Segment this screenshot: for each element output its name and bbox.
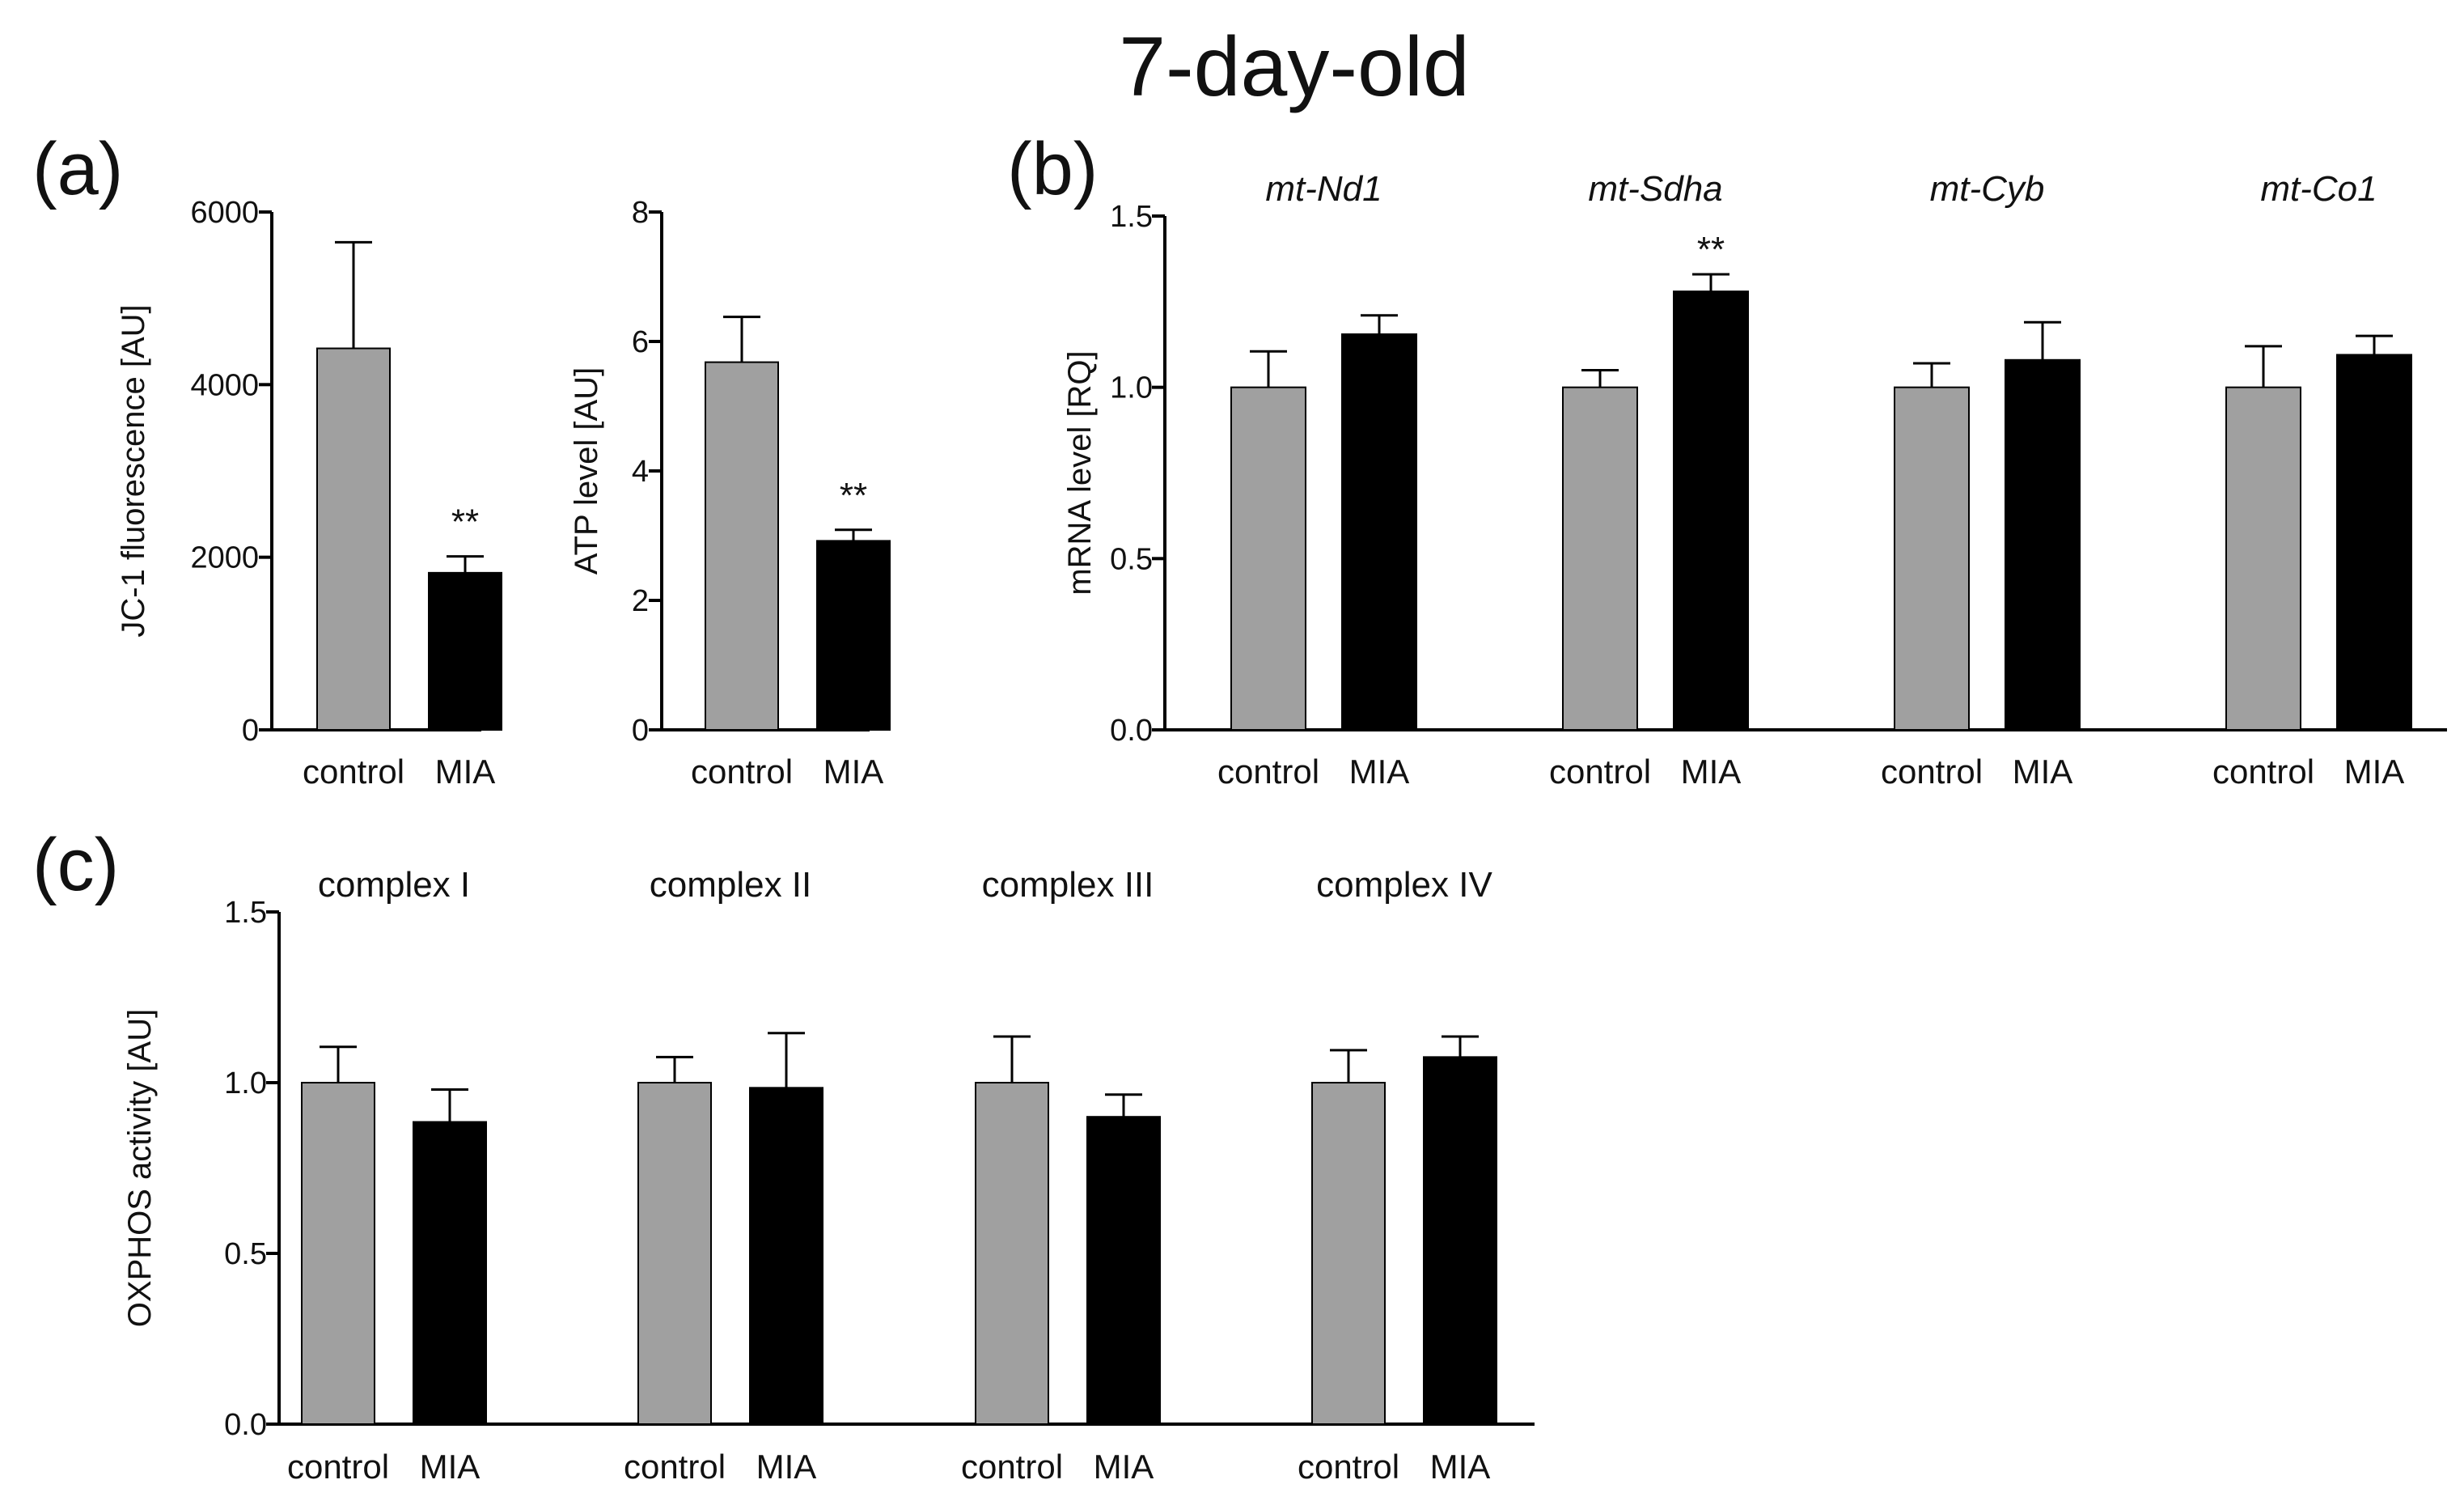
y-tick-label: 2000	[190, 541, 259, 575]
bar-mia	[413, 1121, 487, 1426]
x-tick-label: MIA	[1430, 1448, 1491, 1486]
x-tick-label: control	[624, 1448, 726, 1486]
y-tick-label: 1.5	[1110, 200, 1153, 234]
bar-mia	[428, 571, 502, 731]
bar-control	[1230, 386, 1306, 731]
bar-mia	[2005, 358, 2081, 731]
group-label: complex IV	[1316, 865, 1492, 905]
y-tick-label: 4000	[190, 368, 259, 402]
y-tick-label: 2	[632, 584, 649, 618]
bar-mia	[1086, 1116, 1161, 1425]
x-tick-label: control	[691, 753, 793, 791]
group-label: complex III	[982, 865, 1154, 905]
bar-control	[1311, 1082, 1386, 1425]
x-tick-label: MIA	[2013, 753, 2073, 791]
y-tick-label: 0	[632, 714, 649, 748]
panel-label: (c)	[32, 824, 119, 906]
bar-control	[1562, 386, 1638, 731]
x-tick-label: control	[1217, 753, 1319, 791]
group-label: mt-Sdha	[1588, 169, 1722, 209]
x-tick-label: control	[303, 753, 404, 791]
bar-control	[316, 347, 391, 731]
x-tick-label: control	[1881, 753, 1983, 791]
group-label: complex II	[650, 865, 812, 905]
bar-mia	[1423, 1056, 1497, 1425]
chart-jc1-fluorescence: (a) 0 2000 4000 6000 JC-1 fluorescence [AU] co…	[32, 128, 502, 791]
y-tick-label: 4	[632, 455, 649, 489]
y-tick-label: 0	[242, 714, 259, 748]
group-label: mt-Co1	[2260, 169, 2377, 209]
panel-label: (a)	[32, 128, 123, 210]
x-tick-label: MIA	[756, 1448, 817, 1486]
x-tick-label: control	[1298, 1448, 1399, 1486]
bar-control	[975, 1082, 1049, 1425]
y-tick-label: 6	[632, 325, 649, 359]
bar-mia	[2336, 354, 2412, 731]
bar-control	[2225, 386, 2301, 731]
bar-control	[301, 1082, 375, 1425]
group-label: complex I	[318, 865, 470, 905]
x-tick-label: MIA	[1681, 753, 1742, 791]
y-tick-label: 0.5	[224, 1237, 267, 1271]
x-tick-label: MIA	[823, 753, 884, 791]
y-tick-label: 1.0	[1110, 371, 1153, 405]
y-axis-label: JC-1 fluorescence [AU]	[116, 304, 151, 637]
chart-oxphos-activity: (c) 0.0 0.5 1.0 1.5 OXPHOS activity [AU] contr…	[32, 824, 1535, 1486]
figure-title: 7-day-old	[1119, 20, 1470, 114]
group-label: mt-Cyb	[1930, 169, 2045, 209]
y-tick-label: 1.0	[224, 1066, 267, 1100]
y-tick-label: 6000	[190, 196, 259, 230]
x-tick-label: control	[287, 1448, 389, 1486]
x-tick-label: control	[1549, 753, 1651, 791]
chart-mrna-level: (b) 0.0 0.5 1.0 1.5 mRNA level [RQ] control MIA…	[1007, 128, 2447, 791]
x-tick-label: MIA	[2344, 753, 2405, 791]
x-tick-label: MIA	[1094, 1448, 1154, 1486]
bar-control	[1894, 386, 1970, 731]
y-tick-label: 0.5	[1110, 542, 1153, 576]
y-axis-label: mRNA level [RQ]	[1062, 350, 1098, 595]
y-tick-label: 8	[632, 196, 649, 230]
bar-control	[705, 361, 779, 731]
x-tick-label: control	[961, 1448, 1063, 1486]
y-tick-label: 0.0	[1110, 714, 1153, 748]
panel-label: (b)	[1007, 128, 1098, 210]
x-tick-label: MIA	[420, 1448, 481, 1486]
x-tick-label: MIA	[435, 753, 496, 791]
bar-mia	[749, 1087, 823, 1425]
x-tick-label: MIA	[1349, 753, 1410, 791]
significance-label: **	[451, 502, 479, 542]
significance-label: **	[1697, 230, 1725, 269]
x-tick-label: control	[2212, 753, 2314, 791]
y-tick-label: 0.0	[224, 1408, 267, 1442]
y-axis-label: OXPHOS activity [AU]	[122, 1009, 158, 1327]
y-axis-label: ATP level [AU]	[569, 367, 604, 575]
bar-control	[637, 1082, 712, 1425]
chart-atp-level: 0 2 4 6 8 ATP level [AU] control ** MIA	[569, 196, 891, 791]
bar-mia	[1673, 290, 1749, 731]
bar-mia	[1341, 333, 1417, 731]
significance-label: **	[840, 476, 867, 515]
bar-mia	[816, 540, 891, 731]
y-tick-label: 1.5	[224, 896, 267, 930]
group-label: mt-Nd1	[1265, 169, 1382, 209]
